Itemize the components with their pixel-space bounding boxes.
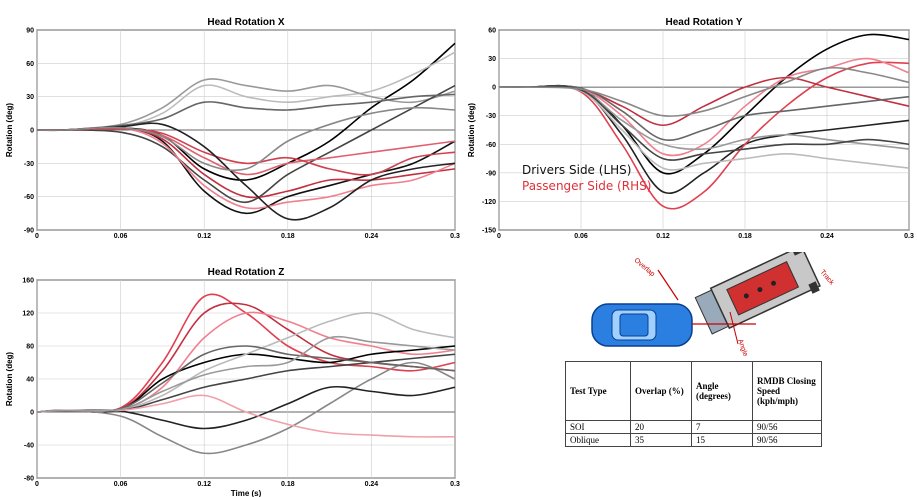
angle-arc	[729, 311, 739, 345]
y-axis-label: Rotation (deg)	[5, 103, 14, 158]
x-tick-label: 0.18	[281, 233, 295, 240]
header-angle: Angle (degrees)	[691, 361, 753, 421]
y-tick-label: 0	[30, 128, 34, 135]
x-tick-label: 0.18	[738, 233, 752, 240]
y-tick-label: -80	[24, 476, 34, 483]
x-tick-label: 0.12	[197, 481, 211, 488]
table-row: SOI 20 7 90/56	[565, 420, 822, 434]
x-tick-label: 0.06	[114, 233, 128, 240]
y-tick-label: 0	[30, 410, 34, 417]
y-axis-label: Rotation (deg)	[5, 352, 14, 407]
x-tick-label: 0.06	[574, 233, 588, 240]
x-tick-label: 0.24	[820, 233, 834, 240]
y-tick-label: -120	[482, 199, 496, 206]
table-cell: 90/56	[752, 433, 822, 447]
series-line	[36, 127, 456, 176]
table-cell: 15	[691, 433, 753, 447]
series-line	[36, 361, 456, 455]
y-tick-label: -90	[24, 228, 34, 235]
x-tick-label: 0.18	[281, 481, 295, 488]
series-line	[498, 66, 910, 117]
y-tick-label: -150	[482, 228, 496, 235]
x-tick-label: 0	[497, 233, 501, 240]
series-line	[36, 335, 456, 413]
x-tick-label: 0.12	[197, 233, 211, 240]
x-tick-label: 0.24	[365, 481, 379, 488]
x-tick-label: 0.24	[365, 233, 379, 240]
y-tick-label: -30	[24, 161, 34, 168]
chart-title: Head Rotation Y	[665, 17, 742, 28]
header-test-type: Test Type	[565, 361, 631, 421]
legend-passenger-side: Passenger Side (RHS)	[522, 179, 652, 193]
crash-test-diagram: Overlap Angle Track	[591, 252, 835, 357]
y-axis-label: Rotation (deg)	[467, 103, 476, 158]
table-cell: 35	[630, 433, 692, 447]
y-tick-label: 160	[22, 278, 34, 285]
x-tick-label: 0.06	[114, 481, 128, 488]
x-tick-label: 0.3	[450, 481, 460, 488]
x-tick-label: 0	[35, 233, 39, 240]
chart-legend: Drivers Side (LHS) Passenger Side (RHS)	[522, 162, 651, 194]
y-tick-label: 40	[26, 377, 34, 384]
series-line	[36, 84, 456, 204]
x-axis-label: Time (s)	[689, 241, 720, 242]
table-cell: Oblique	[565, 433, 631, 447]
y-tick-label: -40	[24, 443, 34, 450]
y-tick-label: 30	[488, 56, 496, 63]
table-cell: 90/56	[752, 420, 822, 434]
rmdb-barrier	[694, 252, 821, 335]
y-tick-label: -30	[486, 113, 496, 120]
y-tick-label: 90	[26, 28, 34, 35]
table-cell: SOI	[565, 420, 631, 434]
test-vehicle	[591, 303, 693, 347]
x-axis-label: Time (s)	[231, 241, 262, 242]
table-cell: 20	[630, 420, 692, 434]
x-axis-label: Time (s)	[231, 489, 262, 497]
track-label: Track	[818, 269, 835, 287]
y-tick-label: 120	[22, 311, 34, 318]
x-tick-label: 0.3	[904, 233, 914, 240]
chart-title: Head Rotation X	[207, 17, 285, 28]
y-tick-label: 60	[26, 61, 34, 68]
angle-label: Angle	[736, 338, 749, 357]
y-tick-label: 30	[26, 94, 34, 101]
x-tick-label: 0	[35, 481, 39, 488]
series-line	[498, 85, 910, 161]
x-tick-label: 0.3	[450, 233, 460, 240]
header-closing-speed: RMDB Closing Speed (kph/mph)	[752, 361, 822, 421]
legend-drivers-side: Drivers Side (LHS)	[522, 163, 632, 177]
table-cell: 7	[691, 420, 753, 434]
y-tick-label: 60	[488, 28, 496, 35]
overlap-label: Overlap	[633, 257, 656, 278]
series-line	[36, 106, 456, 172]
y-tick-label: 80	[26, 344, 34, 351]
header-overlap: Overlap (%)	[630, 361, 692, 421]
y-tick-label: -60	[24, 194, 34, 201]
y-tick-label: -90	[486, 170, 496, 177]
x-tick-label: 0.12	[656, 233, 670, 240]
overlap-arrow	[657, 269, 679, 301]
y-tick-label: -60	[486, 142, 496, 149]
table-header-row: Test Type Overlap (%) Angle (degrees) RM…	[565, 361, 822, 421]
table-row: Oblique 35 15 90/56	[565, 433, 822, 447]
test-parameters-table: Test Type Overlap (%) Angle (degrees) RM…	[565, 361, 822, 447]
chart-title: Head Rotation Z	[208, 267, 285, 278]
y-tick-label: 0	[492, 85, 496, 92]
